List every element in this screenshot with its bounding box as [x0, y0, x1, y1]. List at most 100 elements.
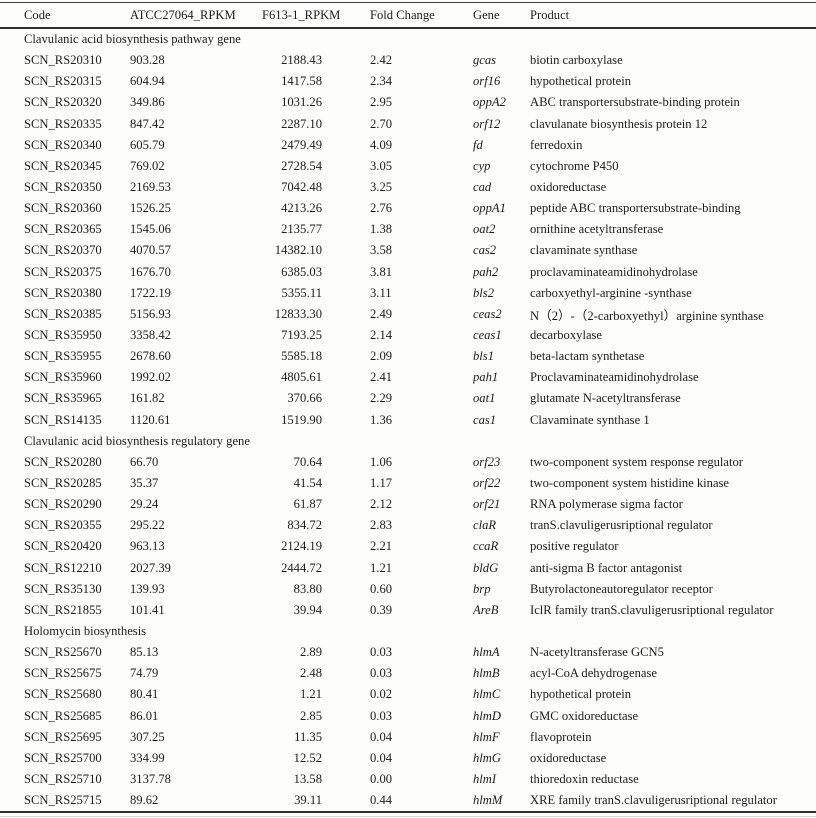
atcc27064-rpkm-cell: 604.94: [130, 74, 165, 89]
f613-1-rpkm-cell: 5355.11: [281, 285, 322, 300]
code-cell: SCN_RS25715: [24, 793, 102, 808]
code-cell: SCN_RS35950: [24, 328, 102, 343]
table-row: SCN_RS20380 1722.19 5355.11 3.11 bls2 carboxy…: [0, 283, 816, 304]
code-cell: SCN_RS25700: [24, 750, 102, 765]
code-cell: SCN_RS20385: [24, 306, 102, 321]
gene-cell: pah2: [473, 264, 499, 279]
gene-cell: oat2: [473, 222, 496, 237]
gene-cell: ceas1: [473, 328, 502, 343]
table-row: SCN_RS25670 85.13 2.89 0.03 hlmA N-acetyltran…: [0, 642, 816, 663]
fold-change-cell: 0.60: [370, 581, 393, 596]
atcc27064-rpkm-cell: 2169.53: [130, 180, 171, 195]
atcc27064-rpkm-cell: 334.99: [130, 750, 165, 765]
fold-change-cell: 4.09: [370, 137, 393, 152]
f613-1-rpkm-cell: 4805.61: [281, 370, 322, 385]
f613-1-rpkm-cell: 7042.48: [281, 180, 322, 195]
code-cell: SCN_RS20380: [24, 285, 102, 300]
gene-cell: hlmI: [473, 771, 497, 786]
product-cell: beta-lactam synthetase: [530, 349, 645, 364]
product-cell: proclavaminateamidinohydrolase: [530, 264, 698, 279]
section-header: Clavulanic acid biosynthesis regulatory …: [24, 433, 250, 448]
f613-1-rpkm-cell: 7193.25: [281, 328, 322, 343]
gene-cell: fd: [473, 137, 483, 152]
section-header: Clavulanic acid biosynthesis pathway gen…: [24, 32, 241, 47]
f613-1-rpkm-cell: 2.89: [299, 645, 322, 660]
f613-1-rpkm-cell: 2444.72: [281, 560, 322, 575]
atcc27064-rpkm-cell: 1545.06: [130, 222, 171, 237]
product-cell: XRE family tranS.clavuligerusriptional r…: [530, 793, 777, 808]
fold-change-cell: 1.17: [370, 476, 393, 491]
atcc27064-rpkm-cell: 66.70: [130, 454, 159, 469]
f613-1-rpkm-cell: 1031.26: [281, 95, 322, 110]
code-cell: SCN_RS20315: [24, 74, 102, 89]
f613-1-rpkm-cell: 39.11: [294, 793, 322, 808]
gene-cell: hlmA: [473, 645, 500, 660]
code-cell: SCN_RS20280: [24, 454, 102, 469]
gene-cell: oat1: [473, 391, 496, 406]
fold-change-cell: 1.06: [370, 454, 393, 469]
table-row: SCN_RS21855 101.41 39.94 0.39 AreB IclR famil…: [0, 600, 816, 621]
gene-cell: cad: [473, 180, 492, 195]
gene-cell: cyp: [473, 158, 491, 173]
table-row: SCN_RS20290 29.24 61.87 2.12 orf21 RNA polyme…: [0, 494, 816, 515]
table-row: SCN_RS25715 89.62 39.11 0.44 hlmM XRE family …: [0, 790, 816, 812]
gene-cell: oppA1: [473, 201, 506, 216]
atcc27064-rpkm-cell: 1676.70: [130, 264, 171, 279]
atcc27064-rpkm-cell: 74.79: [130, 666, 159, 681]
product-cell: hypothetical protein: [530, 687, 632, 702]
fold-change-cell: 3.81: [370, 264, 393, 279]
fold-change-cell: 2.49: [370, 306, 393, 321]
table-row: SCN_RS20385 5156.93 12833.30 2.49 ceas2 N（2）-…: [0, 304, 816, 325]
atcc27064-rpkm-cell: 3358.42: [130, 328, 171, 343]
section-row: Clavulanic acid biosynthesis pathway gen…: [0, 28, 816, 50]
product-cell: flavoprotein: [530, 729, 592, 744]
product-cell: N（2）-（2-carboxyethyl）arginine synthase: [530, 308, 764, 323]
code-cell: SCN_RS20345: [24, 158, 102, 173]
product-cell: positive regulator: [530, 539, 619, 554]
atcc27064-rpkm-cell: 1120.61: [130, 412, 171, 427]
product-cell: anti-sigma B factor antagonist: [530, 560, 683, 575]
atcc27064-rpkm-cell: 769.02: [130, 158, 165, 173]
code-cell: SCN_RS20335: [24, 116, 102, 131]
table-row: SCN_RS20320 349.86 1031.26 2.95 oppA2 ABC tra…: [0, 92, 816, 113]
fold-change-cell: 2.14: [370, 328, 393, 343]
code-cell: SCN_RS35130: [24, 581, 102, 596]
table-row: SCN_RS35955 2678.60 5585.18 2.09 bls1 beta-la…: [0, 346, 816, 367]
header-row: Code ATCC27064_RPKM F613-1_RPKM Fold Cha…: [0, 2, 816, 29]
gene-cell: claR: [473, 518, 497, 533]
fold-change-cell: 2.12: [370, 497, 393, 512]
f613-1-rpkm-cell: 834.72: [287, 518, 322, 533]
f613-1-rpkm-cell: 2.85: [299, 708, 322, 723]
f613-1-rpkm-cell: 2135.77: [281, 222, 322, 237]
table-row: SCN_RS25680 80.41 1.21 0.02 hlmC hypothetical…: [0, 684, 816, 705]
atcc27064-rpkm-cell: 2678.60: [130, 349, 171, 364]
code-cell: SCN_RS35960: [24, 370, 102, 385]
code-cell: SCN_RS25680: [24, 687, 102, 702]
table-row: SCN_RS35130 139.93 83.80 0.60 brp Butyrolacto…: [0, 579, 816, 600]
fold-change-cell: 2.09: [370, 349, 393, 364]
gene-cell: orf16: [473, 74, 501, 89]
code-cell: SCN_RS14135: [24, 412, 102, 427]
product-cell: Butyrolactoneautoregulator receptor: [530, 581, 713, 596]
product-cell: ferredoxin: [530, 137, 583, 152]
gene-cell: oppA2: [473, 95, 506, 110]
atcc27064-rpkm-cell: 1526.25: [130, 201, 171, 216]
atcc27064-rpkm-cell: 1992.02: [130, 370, 171, 385]
atcc27064-rpkm-cell: 5156.93: [130, 306, 171, 321]
gene-cell: hlmB: [473, 666, 500, 681]
fold-change-cell: 0.03: [370, 708, 393, 723]
fold-change-cell: 0.39: [370, 602, 393, 617]
fold-change-cell: 2.70: [370, 116, 393, 131]
fold-change-cell: 1.38: [370, 222, 393, 237]
table-row: SCN_RS20280 66.70 70.64 1.06 orf23 two-compon…: [0, 452, 816, 473]
fold-change-cell: 3.58: [370, 243, 393, 258]
code-cell: SCN_RS25670: [24, 645, 102, 660]
f613-1-rpkm-cell: 70.64: [293, 454, 322, 469]
gene-cell: orf21: [473, 497, 501, 512]
atcc27064-rpkm-cell: 1722.19: [130, 285, 171, 300]
f613-1-rpkm-cell: 1.21: [299, 687, 322, 702]
product-cell: carboxyethyl-arginine -synthase: [530, 285, 692, 300]
table-row: SCN_RS25710 3137.78 13.58 0.00 hlmI thioredox…: [0, 769, 816, 790]
f613-1-rpkm-cell: 14382.10: [274, 243, 322, 258]
